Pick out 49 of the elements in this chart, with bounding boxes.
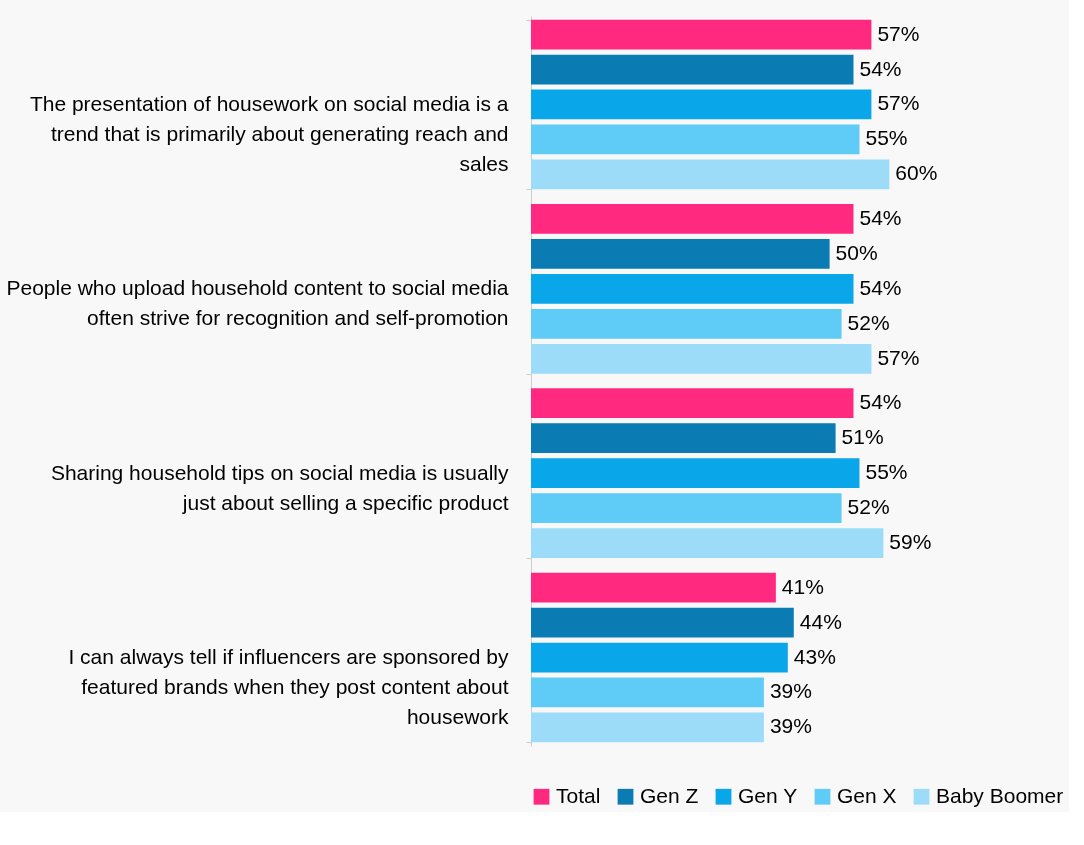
bar [531, 204, 854, 234]
legend-label: Gen X [837, 783, 897, 807]
data-label: 59% [889, 530, 932, 554]
data-label: 54% [859, 275, 902, 299]
data-label: 60% [895, 161, 938, 185]
bar [531, 572, 776, 603]
data-label: 55% [865, 126, 908, 150]
bar [531, 124, 860, 155]
data-label: 52% [847, 495, 890, 519]
data-label: 52% [847, 310, 890, 334]
bar [531, 423, 836, 454]
y-tick-label: People who upload household content to social media often strive for recognition and self-promotion [6, 276, 509, 330]
bar [531, 493, 842, 523]
data-label: 57% [877, 91, 920, 115]
data-label: 54% [859, 205, 902, 229]
bar [531, 343, 872, 374]
y-tick-label: I can always tell if influencers are sponsored by featured brands when they post content about housework [68, 645, 509, 729]
bar [531, 677, 764, 708]
data-label: 39% [769, 714, 812, 738]
data-label: 54% [859, 390, 902, 414]
data-label: 51% [841, 425, 884, 449]
y-tick-label: The presentation of housework on social media is a trend that is primarily about generating reach and sales [29, 91, 509, 175]
data-label: 43% [793, 644, 836, 668]
y-tick-label: Sharing household tips on social media is usually just about selling a specific product [50, 460, 509, 514]
bar [531, 458, 860, 489]
bar [531, 388, 854, 419]
bar [531, 607, 794, 638]
bar [531, 308, 842, 339]
data-label: 57% [877, 345, 920, 369]
legend-label: Gen Y [738, 783, 798, 807]
bar [531, 159, 890, 190]
data-label: 41% [781, 574, 824, 598]
data-label: 54% [859, 56, 902, 80]
data-label: 55% [865, 460, 908, 484]
bar [531, 54, 854, 85]
bar [531, 528, 884, 558]
data-label: 44% [799, 609, 842, 633]
bar [531, 19, 872, 50]
data-label: 57% [877, 21, 920, 45]
legend-label: Total [556, 783, 601, 807]
bar [531, 642, 788, 673]
legend-label: Gen Z [640, 783, 699, 807]
bar [531, 712, 764, 743]
bar [531, 89, 872, 120]
data-label: 50% [835, 240, 878, 264]
bar [531, 239, 830, 269]
data-label: 39% [769, 679, 812, 703]
legend-label: Baby Boomer [936, 783, 1064, 807]
bar [531, 273, 854, 304]
